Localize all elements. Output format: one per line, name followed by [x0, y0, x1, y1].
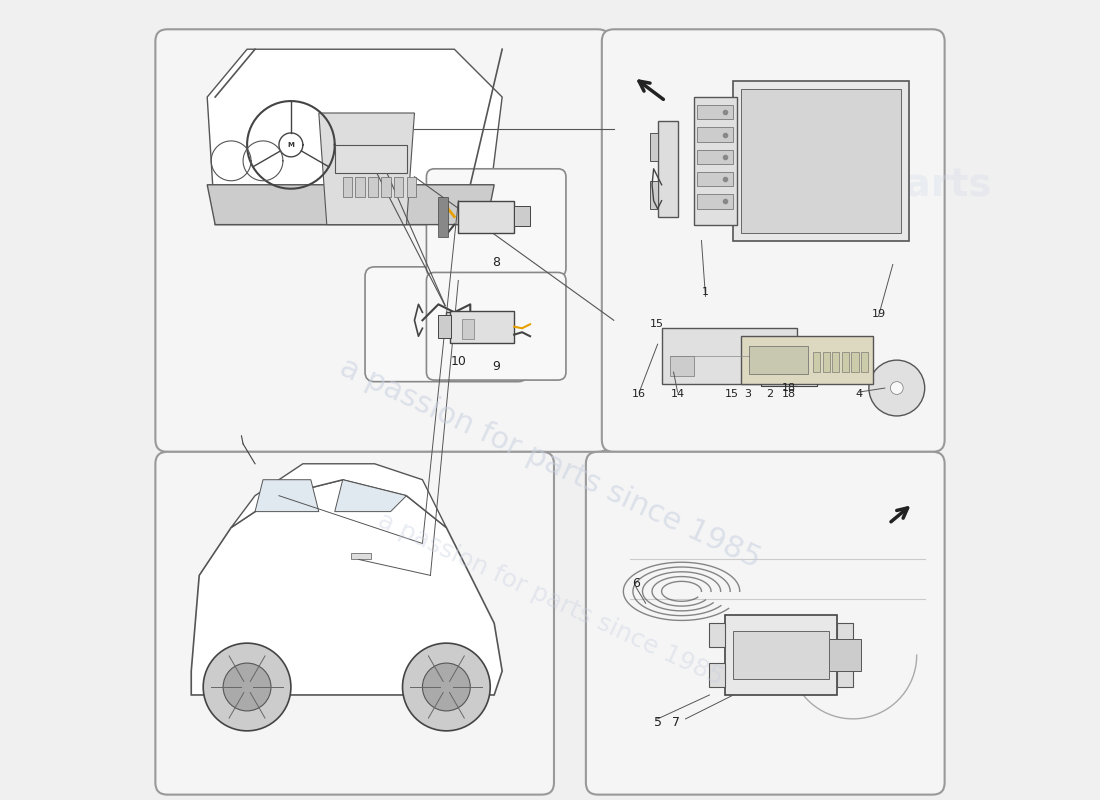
Circle shape [223, 663, 271, 711]
Text: 7: 7 [672, 716, 680, 730]
Bar [837, 663, 852, 687]
Bar [710, 663, 725, 687]
Bar [697, 194, 734, 209]
Bar [368, 177, 377, 197]
Polygon shape [334, 480, 407, 512]
Text: 1: 1 [702, 287, 710, 298]
Bar [837, 623, 852, 647]
Bar [439, 197, 448, 237]
Bar [741, 89, 901, 233]
Bar [813, 352, 821, 372]
Text: M: M [287, 142, 295, 148]
Text: 14: 14 [671, 389, 684, 398]
Bar [697, 127, 734, 142]
Bar [394, 177, 404, 197]
Text: 18: 18 [782, 383, 796, 393]
Bar [861, 352, 868, 372]
Bar [749, 346, 808, 374]
FancyBboxPatch shape [586, 452, 945, 794]
Bar [833, 352, 839, 372]
Bar [334, 145, 407, 173]
Text: 2: 2 [766, 389, 773, 398]
FancyBboxPatch shape [155, 30, 609, 452]
FancyBboxPatch shape [427, 169, 565, 277]
Text: 3: 3 [745, 389, 751, 398]
Bar [650, 181, 658, 209]
Polygon shape [207, 50, 503, 225]
Bar [725, 615, 837, 695]
Bar [670, 356, 693, 376]
Bar [381, 177, 390, 197]
Text: 15: 15 [650, 319, 663, 330]
Bar [823, 352, 829, 372]
Bar [829, 639, 861, 671]
Bar [851, 352, 858, 372]
Bar [343, 177, 352, 197]
Circle shape [869, 360, 925, 416]
Text: 10: 10 [450, 355, 466, 368]
FancyBboxPatch shape [427, 273, 565, 380]
Bar [693, 97, 737, 225]
Text: 19: 19 [871, 309, 886, 319]
Bar [658, 121, 678, 217]
Polygon shape [255, 480, 319, 512]
Bar [661, 328, 798, 384]
Bar [450, 310, 514, 342]
Bar [407, 177, 416, 197]
Bar [514, 206, 530, 226]
Bar [710, 623, 725, 647]
Polygon shape [231, 464, 447, 527]
Bar [459, 201, 514, 233]
Circle shape [403, 643, 491, 731]
FancyBboxPatch shape [602, 30, 945, 452]
Bar [650, 133, 658, 161]
Bar [447, 312, 478, 332]
Bar [734, 81, 909, 241]
Bar [439, 315, 451, 338]
Text: europarts: europarts [778, 166, 992, 204]
Text: a passion for parts since 1985: a passion for parts since 1985 [374, 509, 726, 690]
Text: 16: 16 [632, 389, 647, 398]
Text: 8: 8 [492, 256, 499, 270]
Bar [741, 336, 873, 384]
Bar [734, 631, 829, 679]
FancyBboxPatch shape [155, 452, 554, 794]
Bar [355, 177, 365, 197]
Circle shape [422, 663, 471, 711]
Bar [697, 150, 734, 164]
Polygon shape [319, 113, 415, 225]
Polygon shape [207, 185, 494, 225]
Text: 9: 9 [492, 360, 499, 373]
Circle shape [890, 382, 903, 394]
Circle shape [204, 643, 290, 731]
Bar [842, 352, 849, 372]
Bar [697, 105, 734, 119]
Bar [351, 553, 371, 559]
Text: 4: 4 [856, 389, 862, 398]
Bar [462, 318, 474, 338]
Text: 15: 15 [725, 389, 739, 398]
Text: a passion for parts since 1985: a passion for parts since 1985 [334, 353, 766, 574]
Polygon shape [191, 480, 503, 695]
FancyBboxPatch shape [365, 267, 528, 382]
Bar [697, 172, 734, 186]
Text: 18: 18 [782, 389, 796, 399]
Text: 6: 6 [632, 577, 640, 590]
Text: 5: 5 [653, 716, 661, 730]
